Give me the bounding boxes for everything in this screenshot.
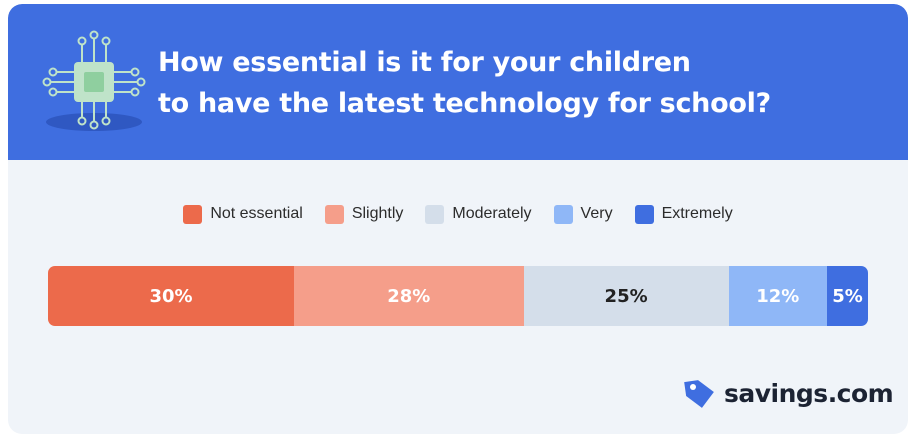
- bar-segment: 30%: [48, 266, 294, 326]
- price-tag-icon: [684, 380, 714, 408]
- legend-swatch: [324, 204, 344, 224]
- bar-segment-label: 5%: [832, 285, 863, 307]
- legend-label: Not essential: [210, 205, 303, 222]
- bar-segment-label: 30%: [149, 285, 193, 307]
- brand-logo: savings.com: [682, 376, 894, 410]
- legend-label: Moderately: [452, 205, 532, 222]
- bar-segment: 28%: [294, 266, 524, 326]
- legend-item: Slightly: [324, 204, 404, 224]
- legend-item: Moderately: [425, 204, 532, 224]
- bar-segment: 5%: [827, 266, 868, 326]
- chart-legend: Not essential Slightly Moderately Very Extre…: [8, 202, 908, 226]
- title-line-1: How essential is it for your children: [158, 47, 691, 78]
- title-line-2: to have the latest technology for school…: [158, 88, 771, 119]
- bar-segment: 25%: [523, 266, 729, 326]
- header-banner: How essential is it for your children to…: [8, 4, 908, 160]
- bar-segment-label: 28%: [387, 285, 431, 307]
- chart-title: How essential is it for your children to…: [158, 42, 898, 124]
- legend-swatch: [425, 204, 445, 224]
- legend-item: Not essential: [183, 204, 303, 224]
- legend-swatch: [183, 204, 203, 224]
- bar-segment: 12%: [728, 266, 827, 326]
- infographic-card: How essential is it for your children to…: [8, 4, 908, 434]
- circuit-chip-icon: [42, 30, 146, 131]
- brand-name: savings.com: [724, 378, 894, 408]
- bar-segment-label: 12%: [756, 285, 800, 307]
- legend-swatch: [553, 204, 573, 224]
- legend-label: Slightly: [351, 205, 404, 222]
- legend-label: Extremely: [661, 205, 733, 222]
- bar-segment-label: 25%: [604, 285, 648, 307]
- stacked-bar: 30% 28% 25% 12% 5%: [48, 266, 868, 326]
- legend-label: Very: [580, 205, 613, 222]
- legend-item: Extremely: [634, 204, 733, 224]
- legend-item: Very: [553, 204, 613, 224]
- legend-swatch: [634, 204, 654, 224]
